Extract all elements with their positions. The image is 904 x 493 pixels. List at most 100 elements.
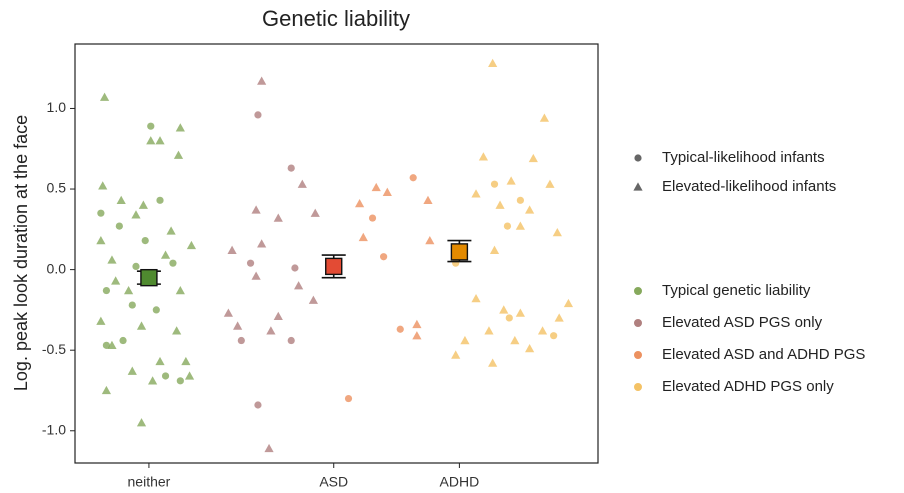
point: [344, 394, 353, 403]
y-tick-label: 0.0: [47, 260, 67, 276]
point: [382, 187, 392, 196]
point: [97, 209, 105, 217]
legend-label: Typical genetic liability: [662, 282, 811, 299]
point: [506, 176, 516, 185]
point: [297, 179, 307, 188]
point: [516, 196, 524, 204]
point: [257, 76, 267, 85]
point: [515, 221, 525, 230]
point: [539, 113, 550, 122]
point: [175, 285, 185, 295]
point: [181, 356, 191, 366]
point: [136, 418, 147, 427]
point: [490, 180, 499, 188]
point: [355, 198, 365, 208]
x-tick-label: neither: [128, 474, 171, 490]
point: [166, 226, 176, 235]
point: [294, 281, 304, 290]
point: [264, 443, 274, 453]
legend-label: Elevated ADHD PGS only: [662, 378, 834, 395]
point: [484, 326, 494, 335]
point: [266, 326, 276, 335]
point: [101, 385, 112, 395]
point: [425, 236, 435, 245]
point: [537, 326, 548, 335]
y-tick-label: -1.0: [42, 421, 66, 437]
legend-swatch: [634, 319, 642, 327]
point: [127, 366, 137, 375]
point: [478, 152, 489, 161]
point: [161, 372, 170, 380]
point: [488, 58, 498, 68]
point: [545, 179, 555, 188]
x-tick-label: ASD: [319, 474, 348, 490]
point: [515, 308, 525, 317]
plot-frame: [74, 43, 599, 464]
point: [554, 313, 564, 322]
mean-marker: [450, 243, 469, 261]
y-tick-label: 0.5: [47, 180, 67, 196]
point: [254, 401, 262, 409]
point: [499, 305, 509, 314]
point: [471, 189, 481, 198]
point: [563, 298, 574, 308]
point: [423, 195, 433, 204]
point: [111, 276, 121, 285]
legend-label: Elevated ASD PGS only: [662, 314, 823, 331]
point: [107, 340, 117, 350]
legend-shape: [634, 154, 642, 162]
point: [552, 227, 562, 237]
point: [132, 262, 140, 270]
point: [156, 196, 164, 204]
point: [380, 253, 388, 261]
point: [495, 200, 505, 209]
point: [287, 336, 295, 345]
legend-shape: [633, 182, 643, 191]
point: [510, 335, 520, 345]
point: [160, 250, 171, 259]
chart-title: Genetic liability: [262, 6, 410, 31]
y-tick-label: -0.5: [42, 341, 66, 357]
point: [138, 200, 148, 209]
point: [102, 341, 111, 349]
point: [146, 136, 156, 145]
legend-label: Elevated ASD and ADHD PGS: [662, 346, 865, 363]
mean-marker: [325, 257, 343, 276]
point: [528, 153, 538, 163]
point: [141, 237, 149, 245]
point: [550, 332, 558, 340]
point: [525, 205, 535, 214]
point: [186, 240, 197, 250]
point: [131, 210, 141, 219]
point: [155, 136, 165, 145]
point: [460, 335, 470, 345]
point: [184, 371, 195, 380]
point: [505, 314, 513, 322]
point: [246, 259, 255, 267]
point: [273, 213, 283, 222]
point: [368, 214, 377, 222]
point: [115, 222, 123, 230]
point: [358, 232, 368, 242]
point: [451, 350, 461, 359]
point: [291, 264, 299, 272]
point: [172, 326, 182, 335]
point: [96, 316, 106, 325]
legend-swatch: [634, 383, 642, 391]
point: [488, 358, 498, 367]
point: [287, 164, 295, 172]
mean-marker: [140, 268, 158, 287]
point: [119, 336, 127, 345]
point: [99, 92, 110, 101]
point: [123, 285, 134, 295]
point: [412, 319, 422, 329]
point: [128, 301, 136, 309]
point: [452, 259, 460, 267]
point: [308, 295, 318, 304]
point: [96, 236, 106, 245]
legend-swatch: [634, 351, 642, 359]
point: [237, 336, 245, 345]
point: [310, 208, 320, 217]
point: [155, 356, 165, 366]
point: [273, 311, 283, 321]
